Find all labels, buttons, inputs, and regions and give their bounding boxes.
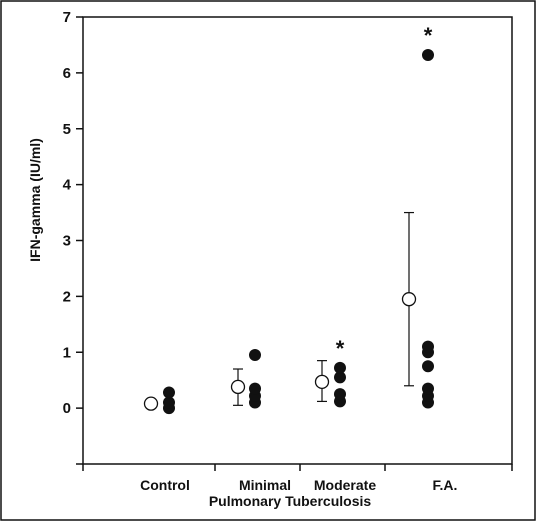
x-category-label: Minimal	[239, 477, 291, 493]
y-tick-label: 7	[63, 9, 71, 26]
mean-point	[143, 396, 159, 411]
mean-point	[401, 292, 417, 307]
data-point	[334, 361, 346, 374]
axes: 0 1 2 3 4 5 6 7 Control Minimal Moderate F.A.	[63, 9, 513, 493]
data-point	[422, 48, 434, 61]
data-point	[334, 388, 346, 401]
data-point	[422, 382, 434, 395]
plot-area-border	[82, 16, 513, 465]
y-tick-label: 1	[63, 344, 71, 361]
data-point	[163, 386, 175, 399]
y-tick-label: 6	[63, 65, 71, 82]
x-axis-title: Pulmonary Tuberculosis	[209, 493, 372, 509]
significance-marker: *	[424, 23, 433, 48]
y-tick-label: 5	[63, 121, 71, 138]
data-point	[422, 360, 434, 373]
data-point	[163, 396, 175, 409]
data-marks: **	[143, 23, 434, 415]
y-tick-label: 4	[63, 177, 72, 194]
x-category-label: Control	[140, 477, 190, 493]
y-tick-label: 0	[63, 400, 71, 417]
data-point	[422, 340, 434, 353]
mean-point	[230, 379, 246, 395]
x-category-label: F.A.	[433, 477, 458, 493]
data-point	[334, 371, 346, 384]
data-point	[249, 349, 261, 362]
x-category-label: Moderate	[314, 477, 376, 493]
mean-point	[314, 374, 330, 390]
significance-marker: *	[336, 336, 345, 361]
data-point	[249, 382, 261, 395]
y-tick-label: 2	[63, 288, 71, 305]
y-tick-label: 3	[63, 233, 71, 250]
y-axis-title: IFN-gamma (IU/ml)	[27, 138, 43, 262]
